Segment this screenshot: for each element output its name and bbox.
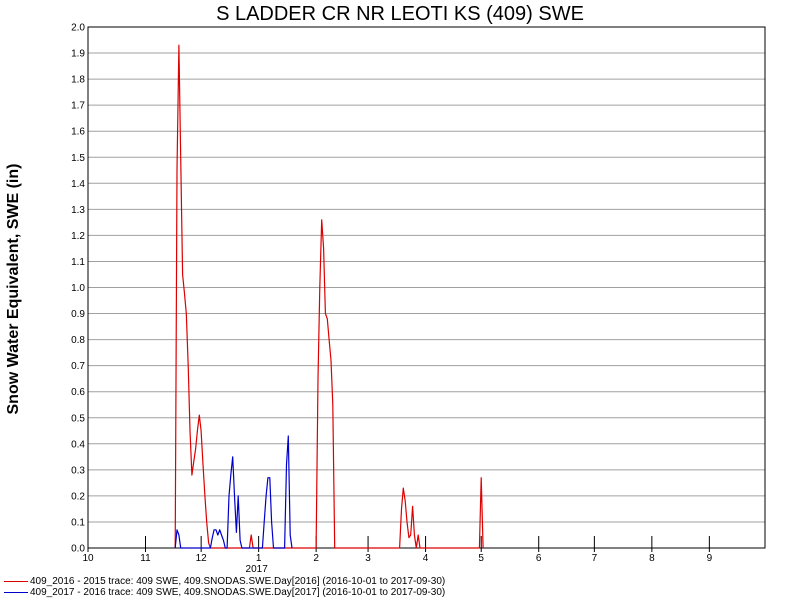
y-tick-label: 1.7: [71, 101, 85, 112]
legend-label-2017: 409_2017 - 2016 trace: 409 SWE, 409.SNOD…: [30, 587, 446, 598]
legend-swatch-2017: [4, 592, 28, 593]
y-tick-label: 0.1: [71, 517, 85, 528]
axis-layer: 0.0 0.1 0.2 0.3 0.4 0.5 0.6 0.7 0.8 0.9 1.0 1.1 1.2 1…: [71, 23, 766, 575]
y-tick-label: 0.8: [71, 335, 85, 346]
series-line-2016: [174, 44, 484, 549]
x-tick-label: 1: [256, 553, 262, 564]
y-tick-label: 0.2: [71, 491, 85, 502]
y-tick-label: 1.4: [71, 179, 85, 190]
x-tick-label: 8: [649, 553, 655, 564]
x-tick-label: 11: [140, 553, 151, 564]
x-tick-label: 7: [592, 553, 598, 564]
x-tick-label: 12: [196, 553, 208, 564]
legend-swatch-2016: [4, 581, 28, 582]
y-tick-label: 0.4: [71, 439, 85, 450]
y-tick-label: 1.1: [71, 257, 85, 268]
x-tick-label: 6: [536, 553, 542, 564]
y-tick-label: 1.5: [71, 153, 85, 164]
y-tick-label: 0.9: [71, 309, 85, 320]
y-tick-label: 0.0: [71, 544, 85, 555]
series-layer: [174, 44, 484, 549]
series-line-2017: [174, 435, 293, 549]
x-year-label: 2017: [246, 564, 269, 575]
grid-layer: [88, 26, 765, 549]
y-tick-label: 1.6: [71, 127, 85, 138]
y-tick-label: 1.0: [71, 283, 85, 294]
x-tick-label: 5: [478, 553, 484, 564]
legend-item-2017: 409_2017 - 2016 trace: 409 SWE, 409.SNOD…: [4, 587, 445, 598]
legend-label-2016: 409_2016 - 2015 trace: 409 SWE, 409.SNOD…: [30, 576, 446, 587]
y-tick-label: 1.8: [71, 75, 85, 86]
x-tick-label: 4: [423, 553, 429, 564]
y-tick-label: 0.6: [71, 387, 85, 398]
legend-item-2016: 409_2016 - 2015 trace: 409 SWE, 409.SNOD…: [4, 576, 445, 587]
y-tick-label: 1.9: [71, 49, 85, 60]
x-tick-label: 3: [365, 553, 371, 564]
x-tick-label: 10: [82, 553, 94, 564]
y-tick-label: 1.3: [71, 205, 85, 216]
chart-title: S LADDER CR NR LEOTI KS (409) SWE: [216, 3, 584, 25]
y-tick-label: 0.7: [71, 361, 85, 372]
y-tick-label: 0.5: [71, 413, 85, 424]
y-tick-label: 2.0: [71, 23, 85, 34]
x-tick-label: 2: [313, 553, 319, 564]
x-tick-label: 9: [707, 553, 713, 564]
y-tick-label: 0.3: [71, 465, 85, 476]
y-tick-label: 1.2: [71, 231, 85, 242]
